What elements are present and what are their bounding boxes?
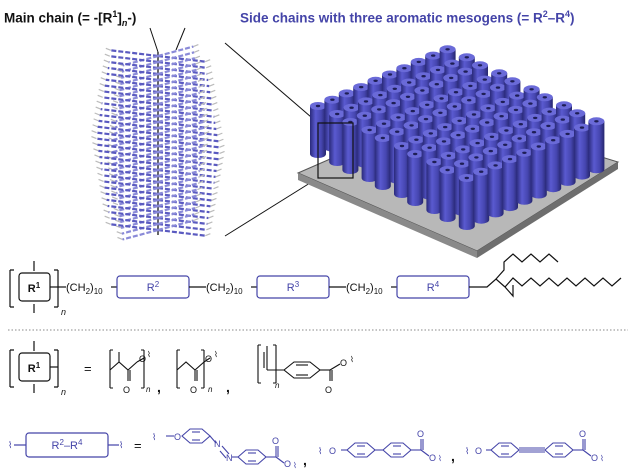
svg-text:O: O <box>284 459 291 469</box>
spacer-3: (CH2)10 <box>346 282 383 296</box>
svg-text:⌇: ⌇ <box>600 454 604 463</box>
polymer-structure-row: R1 n (CH2)10 R2 (CH2)10 R3 (CH2)10 R4 <box>9 253 622 317</box>
branched-alkyl-tail <box>469 253 622 298</box>
svg-text:⌇: ⌇ <box>152 432 156 442</box>
spacer-2: (CH2)10 <box>206 282 243 296</box>
comma-2: , <box>226 379 230 395</box>
svg-text:O: O <box>417 429 424 439</box>
svg-text:⌇: ⌇ <box>8 440 12 450</box>
r1-def-n: n <box>61 387 66 397</box>
r2-r4-label: R2–R4 <box>52 438 83 452</box>
svg-text:O: O <box>329 446 336 456</box>
comma-1: , <box>157 379 161 395</box>
svg-text:N: N <box>226 453 233 463</box>
side-chains-label: Side chains with three aromatic mesogens… <box>240 9 575 26</box>
svg-text:n: n <box>275 381 280 390</box>
svg-text:⌇: ⌇ <box>465 446 469 456</box>
main-chain-label: Main chain (= -[R1]n-) <box>4 9 137 29</box>
svg-text:n: n <box>146 385 151 394</box>
bottlebrush-molecule-image <box>91 44 225 241</box>
cylinder-array <box>310 45 605 230</box>
mesogen-definition-row: ⌇ R2–R4 ⌇ = ⌇ O N N O O <box>8 428 604 470</box>
zoom-box <box>317 122 354 179</box>
repeat-n-label: n <box>61 307 66 317</box>
svg-text:N: N <box>214 439 221 449</box>
svg-text:O: O <box>190 385 197 395</box>
acrylate-structure <box>176 349 211 389</box>
svg-text:O: O <box>325 385 332 395</box>
vinylbenzoate-structure <box>257 344 341 384</box>
main-chain-pointer <box>149 27 159 53</box>
svg-text:O: O <box>205 354 212 364</box>
svg-text:O: O <box>475 446 482 456</box>
svg-text:O: O <box>340 358 347 368</box>
methacrylate-structure <box>109 349 145 389</box>
equals-sign-1: = <box>84 361 92 376</box>
svg-text:⌇: ⌇ <box>318 446 322 456</box>
svg-text:O: O <box>579 429 586 439</box>
svg-text:O: O <box>429 453 436 463</box>
svg-text:⌇: ⌇ <box>293 461 297 470</box>
spacer-1: (CH2)10 <box>66 282 103 296</box>
svg-text:⌇: ⌇ <box>147 350 151 359</box>
biphenyl-mesogen <box>341 439 430 458</box>
zoom-connector-lines <box>224 42 319 237</box>
side-chain-pointer <box>175 27 186 51</box>
r1-definition-row: R1 n = O O ⌇ n , O O ⌇ n , <box>9 341 354 397</box>
svg-text:O: O <box>174 432 181 442</box>
svg-text:O: O <box>123 385 130 395</box>
comma-3: , <box>303 452 307 468</box>
svg-text:⌇: ⌇ <box>438 454 442 463</box>
svg-text:⌇: ⌇ <box>214 350 218 359</box>
equals-sign-2: = <box>134 438 142 453</box>
svg-text:⌇: ⌇ <box>350 355 354 364</box>
svg-text:O: O <box>272 436 279 446</box>
svg-text:O: O <box>591 453 598 463</box>
azobenzene-mesogen <box>166 428 285 465</box>
svg-text:⌇: ⌇ <box>119 440 123 450</box>
substrate-film-image <box>296 45 620 258</box>
svg-text:O: O <box>139 354 146 364</box>
comma-4: , <box>451 448 455 464</box>
tolane-mesogen <box>486 439 592 458</box>
svg-text:n: n <box>208 385 213 394</box>
